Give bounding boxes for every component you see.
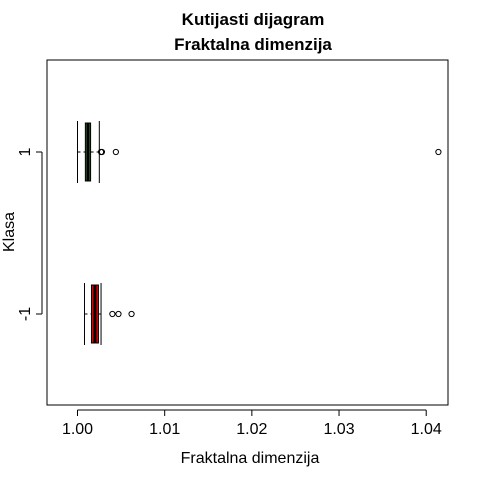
x-axis-label: Fraktalna dimenzija xyxy=(181,450,320,467)
outlier-point xyxy=(115,310,122,318)
boxes-layer xyxy=(77,121,442,345)
outlier-point xyxy=(128,310,135,318)
box--1 xyxy=(83,283,135,345)
x-tick-label: 1.01 xyxy=(149,421,180,438)
x-tick-label: 1.03 xyxy=(323,421,354,438)
y-axis: 1 -1 xyxy=(17,147,43,321)
outlier-point xyxy=(98,148,106,156)
y-tick-label: 1 xyxy=(17,147,34,156)
box-1 xyxy=(77,121,442,183)
y-axis-label: Klasa xyxy=(1,212,18,252)
outlier-point xyxy=(435,148,442,156)
x-tick-label: 1.04 xyxy=(411,421,442,438)
x-axis: 1.00 1.01 1.02 1.03 1.04 xyxy=(62,409,442,438)
outlier-point xyxy=(112,148,119,156)
plot-frame xyxy=(46,59,449,406)
outlier-point xyxy=(109,310,116,318)
chart-subtitle: Fraktalna dimenzija xyxy=(174,35,332,54)
chart-title: Kutijasti dijagram xyxy=(182,10,325,29)
x-tick-label: 1.02 xyxy=(236,421,267,438)
y-tick-label: -1 xyxy=(17,307,34,321)
x-tick-label: 1.00 xyxy=(62,421,93,438)
